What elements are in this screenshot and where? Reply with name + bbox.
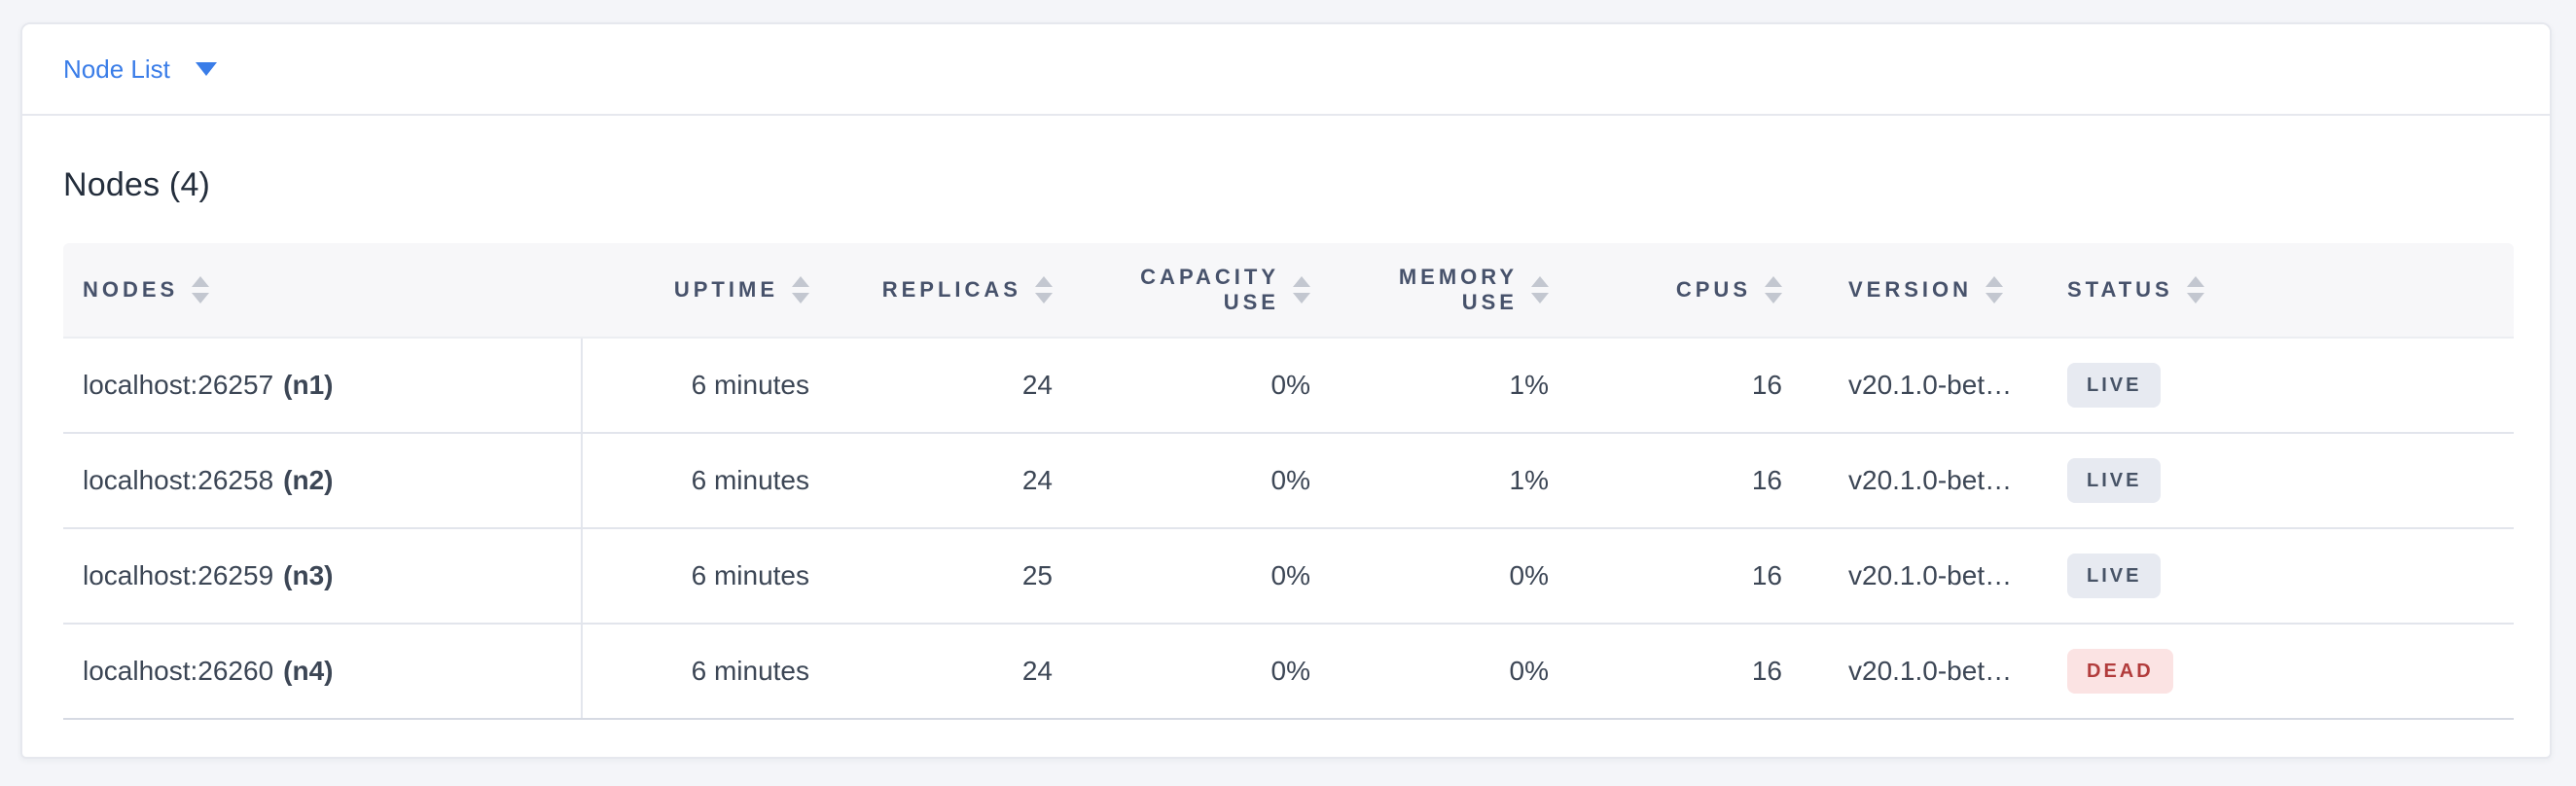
sort-icon[interactable] <box>2186 276 2204 304</box>
column-header-capacity-use[interactable]: CAPACITY USE <box>1082 243 1340 337</box>
cpus-cell: 16 <box>1751 656 1782 686</box>
node-address-cell: localhost:26259 (n3) <box>63 529 583 623</box>
memory-use-cell: 0% <box>1509 656 1549 686</box>
capacity-use-cell: 0% <box>1270 560 1310 590</box>
capacity-use-cell: 0% <box>1270 656 1310 686</box>
cpus-cell: 16 <box>1751 560 1782 590</box>
node-id: (n1) <box>283 370 334 400</box>
status-badge: LIVE <box>2067 554 2162 598</box>
replicas-cell: 25 <box>1021 560 1053 590</box>
replicas-cell: 24 <box>1021 656 1053 686</box>
column-header-cpus[interactable]: CPUS <box>1578 243 1811 337</box>
node-address-cell: localhost:26258 (n2) <box>63 434 583 527</box>
sort-icon[interactable] <box>792 276 809 304</box>
version-cell: v20.1.0-bet… <box>1848 560 2013 590</box>
sort-icon[interactable] <box>192 276 210 304</box>
replicas-cell: 24 <box>1021 370 1053 400</box>
node-id: (n4) <box>283 656 334 686</box>
node-address: localhost:26259 <box>83 560 274 590</box>
column-header-status[interactable]: STATUS <box>2048 243 2514 337</box>
node-address: localhost:26260 <box>83 656 274 686</box>
status-cell: LIVE <box>2048 339 2514 432</box>
node-address: localhost:26258 <box>83 465 274 495</box>
status-cell: LIVE <box>2048 434 2514 527</box>
node-id: (n2) <box>283 465 334 495</box>
chevron-down-icon <box>195 62 217 76</box>
table-header-row: NODES UPTIME REPLICAS CAPACITY USE MEMOR… <box>63 243 2514 339</box>
node-list-card: Node List Nodes (4) NODES UPTIME REPLICA… <box>20 22 2552 759</box>
status-badge: LIVE <box>2067 458 2162 503</box>
nodes-table: NODES UPTIME REPLICAS CAPACITY USE MEMOR… <box>63 243 2514 720</box>
column-header-replicas[interactable]: REPLICAS <box>839 243 1082 337</box>
uptime-cell: 6 minutes <box>691 465 809 495</box>
table-row: localhost:26257 (n1) 6 minutes 24 0% 1% … <box>63 339 2514 434</box>
memory-use-cell: 0% <box>1509 560 1549 590</box>
table-row: localhost:26258 (n2) 6 minutes 24 0% 1% … <box>63 434 2514 529</box>
cpus-cell: 16 <box>1751 465 1782 495</box>
cpus-cell: 16 <box>1751 370 1782 400</box>
view-dropdown[interactable]: Node List <box>63 54 217 85</box>
uptime-cell: 6 minutes <box>691 560 809 590</box>
page-title: Nodes (4) <box>63 166 211 203</box>
status-cell: DEAD <box>2048 625 2514 718</box>
version-cell: v20.1.0-bet… <box>1848 465 2013 495</box>
table-row: localhost:26260 (n4) 6 minutes 24 0% 0% … <box>63 625 2514 720</box>
node-address-cell: localhost:26257 (n1) <box>63 339 583 432</box>
node-address: localhost:26257 <box>83 370 274 400</box>
sort-icon[interactable] <box>1531 276 1549 304</box>
capacity-use-cell: 0% <box>1270 465 1310 495</box>
column-header-uptime[interactable]: UPTIME <box>583 243 839 337</box>
uptime-cell: 6 minutes <box>691 656 809 686</box>
status-cell: LIVE <box>2048 529 2514 623</box>
view-selector-bar: Node List <box>22 24 2550 116</box>
status-badge: LIVE <box>2067 363 2162 408</box>
sort-icon[interactable] <box>1765 276 1782 304</box>
sort-icon[interactable] <box>1986 276 2004 304</box>
version-cell: v20.1.0-bet… <box>1848 656 2013 686</box>
capacity-use-cell: 0% <box>1270 370 1310 400</box>
node-id: (n3) <box>283 560 334 590</box>
table-row: localhost:26259 (n3) 6 minutes 25 0% 0% … <box>63 529 2514 625</box>
version-cell: v20.1.0-bet… <box>1848 370 2013 400</box>
memory-use-cell: 1% <box>1509 465 1549 495</box>
status-badge: DEAD <box>2067 649 2173 694</box>
column-header-memory-use[interactable]: MEMORY USE <box>1340 243 1578 337</box>
memory-use-cell: 1% <box>1509 370 1549 400</box>
view-dropdown-label: Node List <box>63 54 170 84</box>
node-address-cell: localhost:26260 (n4) <box>63 625 583 718</box>
column-header-version[interactable]: VERSION <box>1811 243 2048 337</box>
nodes-section: Nodes (4) NODES UPTIME REPLICAS CAPACITY… <box>22 166 2550 720</box>
column-header-nodes[interactable]: NODES <box>63 243 583 337</box>
sort-icon[interactable] <box>1035 276 1053 304</box>
sort-icon[interactable] <box>1293 276 1310 304</box>
uptime-cell: 6 minutes <box>691 370 809 400</box>
replicas-cell: 24 <box>1021 465 1053 495</box>
